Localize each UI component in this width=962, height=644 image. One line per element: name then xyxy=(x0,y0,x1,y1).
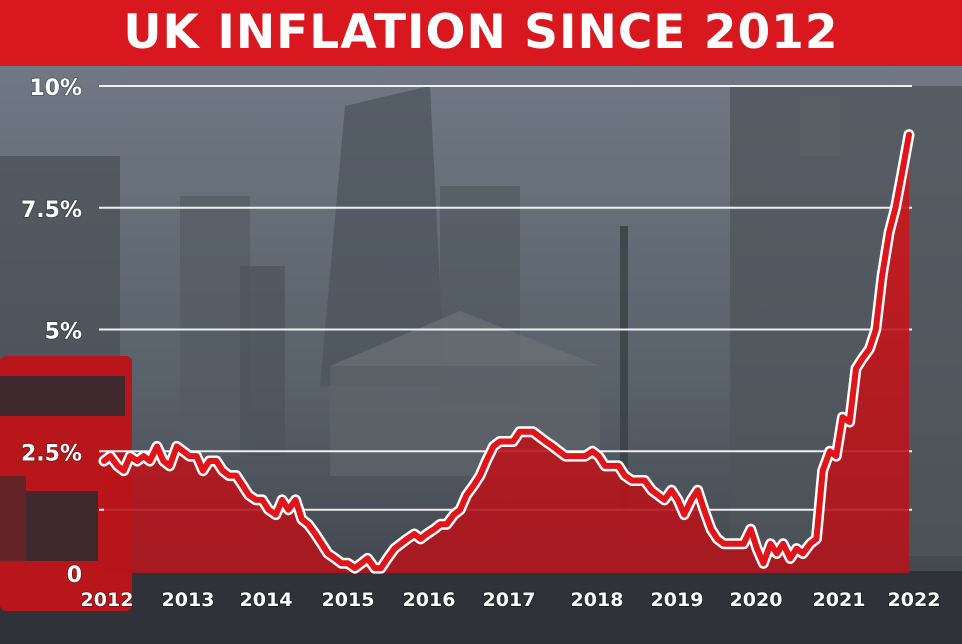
x-tick-label: 2012 xyxy=(81,589,134,611)
background-photo xyxy=(0,66,962,644)
x-tick-label: 2019 xyxy=(651,589,704,611)
x-tick-label: 2015 xyxy=(322,589,375,611)
inflation-chart: 02.5%5%7.5%10% 2012 2013 2014 2015 2016 2017 2… xyxy=(0,66,962,644)
data-line-group xyxy=(98,129,915,574)
x-tick-label: 2013 xyxy=(162,589,215,611)
x-tick-label: 2014 xyxy=(240,589,293,611)
inflation-area-fill xyxy=(104,134,909,573)
x-axis-tick-labels: 2012 2013 2014 2015 2016 2017 2018 2019 2020 2021… xyxy=(80,588,941,612)
x-tick-label: 2020 xyxy=(730,589,783,611)
y-tick-label: 2.5% xyxy=(21,441,82,466)
x-tick-label: 2018 xyxy=(571,589,624,611)
data-area xyxy=(104,134,909,573)
y-axis-tick-labels: 0 2.5% 5% 7.5% 10% xyxy=(20,75,83,589)
y-tick-label: 5% xyxy=(45,320,82,345)
y-tick-label: 0 xyxy=(67,563,82,588)
x-tick-label: 2021 xyxy=(813,589,866,611)
x-tick-label: 2022 xyxy=(888,589,941,611)
y-tick-label: 10% xyxy=(29,76,82,101)
red-bus xyxy=(0,356,132,611)
title-banner xyxy=(0,0,962,66)
x-tick-label: 2017 xyxy=(483,589,536,611)
x-tick-label: 2016 xyxy=(403,589,456,611)
y-tick-label: 7.5% xyxy=(21,198,82,223)
chart-title: UK INFLATION SINCE 2012 xyxy=(123,5,839,60)
